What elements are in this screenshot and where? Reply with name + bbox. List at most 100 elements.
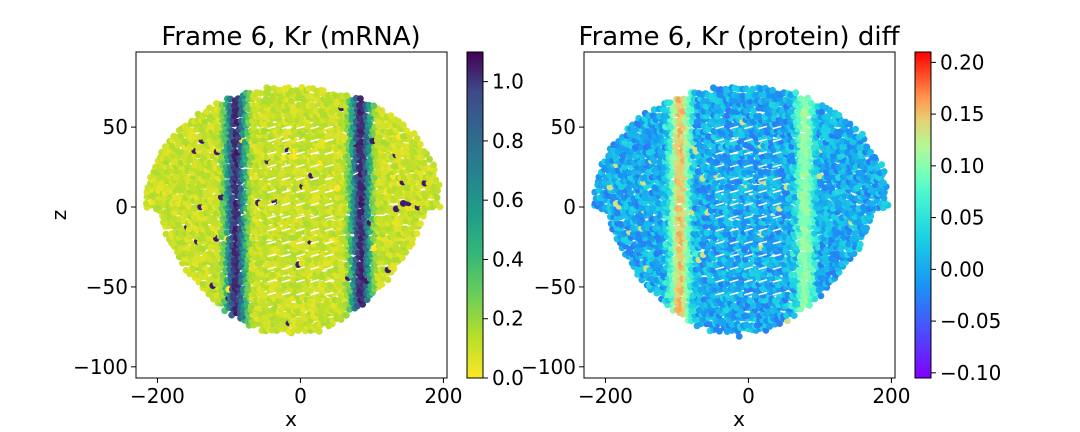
- data-point: [790, 312, 798, 319]
- data-point: [343, 312, 350, 319]
- data-point: [701, 214, 709, 222]
- data-point: [264, 192, 272, 200]
- data-gap: [324, 291, 334, 296]
- data-gap: [310, 125, 320, 130]
- data-point: [370, 244, 378, 252]
- scatter-layer: [142, 84, 444, 337]
- x-axis-label: x: [285, 407, 297, 431]
- data-point: [430, 161, 437, 169]
- data-point: [817, 292, 825, 300]
- data-point: [706, 277, 714, 284]
- y-tick-label: 0: [115, 195, 128, 219]
- data-gap: [281, 266, 291, 271]
- data-point: [413, 230, 421, 238]
- data-gap: [281, 189, 291, 194]
- data-point: [743, 321, 750, 329]
- data-point: [208, 266, 216, 274]
- data-point: [142, 200, 150, 207]
- data-point: [237, 185, 245, 192]
- data-gap: [310, 138, 320, 143]
- data-point: [403, 127, 411, 135]
- data-point: [433, 199, 440, 206]
- data-point: [637, 266, 645, 273]
- data-point: [319, 87, 327, 94]
- data-point: [420, 148, 428, 155]
- colorbar-tick-label: 0.2: [492, 307, 524, 331]
- data-point: [348, 108, 356, 115]
- data-gap: [281, 215, 291, 219]
- data-gap: [281, 176, 291, 181]
- x-tick-label: 0: [294, 384, 307, 408]
- data-gap: [295, 215, 305, 219]
- data-gap: [281, 125, 291, 130]
- data-point: [881, 188, 888, 196]
- colorbar-tick-label: 0.6: [492, 188, 524, 212]
- data-point: [182, 266, 190, 274]
- data-point: [256, 89, 264, 97]
- data-gap: [267, 266, 277, 271]
- data-point: [410, 130, 418, 137]
- data-point: [791, 193, 799, 201]
- data-point: [727, 235, 735, 243]
- y-axis-label: z: [47, 210, 71, 221]
- x-axis: −200 0 200: [130, 378, 463, 408]
- data-gap: [281, 253, 291, 258]
- data-point: [380, 122, 388, 130]
- data-gap: [267, 163, 277, 168]
- data-point: [880, 179, 888, 187]
- data-point: [387, 251, 395, 259]
- data-point: [299, 312, 307, 320]
- data-gap: [324, 253, 334, 258]
- data-point: [738, 290, 745, 298]
- data-point: [234, 210, 242, 218]
- data-point: [254, 260, 262, 267]
- data-point: [347, 256, 355, 264]
- colorbar-ticks: 0.00.20.40.60.81.0: [483, 70, 524, 390]
- data-point: [426, 155, 433, 163]
- data-point: [344, 152, 352, 160]
- data-point: [806, 301, 813, 309]
- data-gap: [324, 278, 334, 283]
- colorbar-tick-label: 0.8: [492, 129, 524, 153]
- data-point: [816, 172, 824, 180]
- data-point: [178, 225, 186, 233]
- data-point: [714, 230, 722, 238]
- data-point: [848, 194, 856, 202]
- data-gap: [324, 215, 334, 219]
- data-point: [404, 189, 412, 197]
- data-point: [880, 168, 888, 175]
- data-gap: [295, 291, 305, 296]
- data-gap: [267, 151, 277, 155]
- data-gap: [310, 215, 320, 219]
- data-gap: [295, 176, 305, 181]
- data-point: [387, 112, 395, 120]
- data-point: [359, 122, 367, 130]
- data-point: [655, 199, 662, 207]
- x-tick-label: −200: [130, 384, 185, 408]
- data-point: [177, 159, 185, 167]
- data-point: [730, 302, 738, 310]
- data-gap: [267, 215, 277, 219]
- data-point: [784, 317, 791, 325]
- data-point: [193, 225, 201, 233]
- data-point: [185, 157, 193, 165]
- data-point: [343, 92, 351, 99]
- colorbar: [466, 51, 484, 379]
- data-point: [828, 184, 836, 192]
- data-gap: [324, 163, 334, 168]
- data-gap: [281, 138, 291, 143]
- data-gap: [324, 176, 334, 181]
- data-gap: [281, 163, 291, 168]
- data-point: [402, 248, 410, 256]
- data-point: [266, 169, 274, 177]
- data-point: [315, 327, 323, 335]
- data-point: [684, 214, 691, 222]
- data-point: [654, 286, 661, 294]
- data-point: [413, 135, 421, 143]
- data-gap: [295, 227, 305, 232]
- data-point: [245, 286, 253, 293]
- data-gap: [267, 176, 277, 181]
- data-gap: [295, 189, 305, 194]
